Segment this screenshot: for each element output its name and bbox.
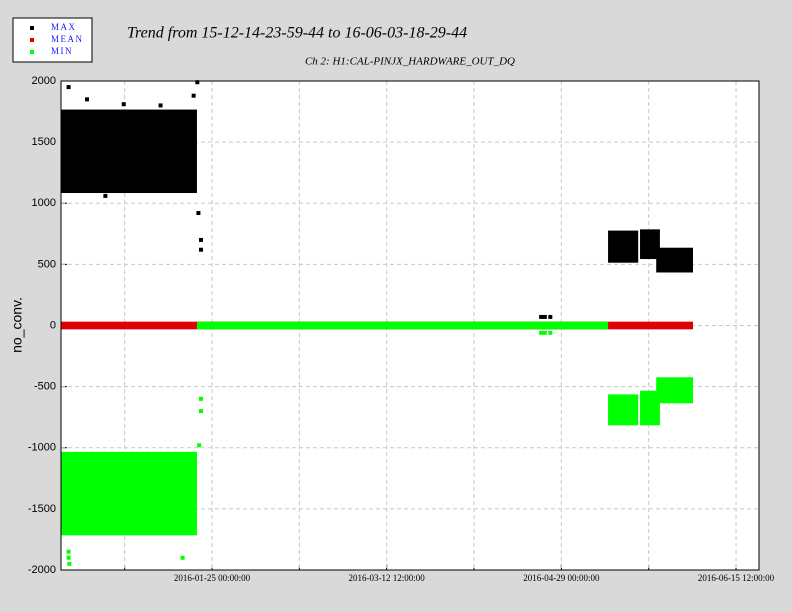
data-point — [195, 80, 200, 85]
data-point — [84, 97, 89, 102]
data-band — [640, 229, 660, 260]
y-tick-label: 1500 — [32, 136, 56, 148]
y-tick-label: 1000 — [32, 197, 56, 209]
y-tick-label: 500 — [38, 258, 56, 270]
data-point — [66, 555, 71, 560]
data-point — [158, 103, 163, 108]
legend-box — [12, 17, 93, 63]
y-axis-label: no_conv. — [9, 297, 25, 353]
data-band — [656, 247, 693, 273]
data-point — [542, 314, 547, 319]
data-point — [103, 193, 108, 198]
y-tick-label: 2000 — [32, 75, 56, 87]
data-band — [656, 377, 693, 404]
legend-marker — [30, 26, 34, 30]
data-point — [198, 247, 203, 252]
plot-border — [60, 80, 760, 571]
y-tick-label: -1500 — [28, 503, 56, 515]
x-tick-label: 2016-01-25 00:00:00 — [174, 573, 251, 583]
x-tick-label: 2016-04-29 00:00:00 — [523, 573, 600, 583]
data-point — [191, 93, 196, 98]
data-point — [197, 443, 202, 448]
chart-title: Trend from 15-12-14-23-59-44 to 16-06-03… — [127, 25, 467, 42]
legend-marker — [30, 38, 34, 42]
data-point — [67, 561, 72, 566]
legend-label: MIN — [51, 46, 73, 56]
data-band — [196, 321, 609, 330]
data-point — [196, 211, 201, 216]
data-point — [66, 85, 71, 90]
x-tick-label: 2016-03-12 12:00:00 — [349, 573, 426, 583]
data-point — [548, 314, 553, 319]
data-band — [61, 109, 197, 194]
data-point — [198, 409, 203, 414]
y-tick-label: -2000 — [28, 564, 56, 576]
data-point — [198, 396, 203, 401]
data-point — [66, 549, 71, 554]
data-point — [548, 330, 553, 335]
chart-subtitle: Ch 2: H1:CAL-PINJX_HARDWARE_OUT_DQ — [305, 56, 515, 68]
data-marks — [61, 80, 693, 566]
legend-label: MAX — [51, 22, 77, 32]
y-tick-label: -1000 — [28, 442, 56, 454]
y-tick-label: 0 — [50, 319, 56, 331]
data-band — [61, 451, 197, 536]
data-point — [121, 102, 126, 107]
data-point — [180, 555, 185, 560]
data-point — [539, 330, 544, 335]
legend-marker — [30, 50, 34, 54]
data-band — [608, 394, 639, 426]
data-point — [542, 330, 547, 335]
x-tick-label: 2016-06-15 12:00:00 — [698, 573, 775, 583]
y-tick-label: -500 — [34, 381, 56, 393]
data-point — [198, 237, 203, 242]
data-band — [608, 230, 639, 263]
data-band — [640, 390, 660, 426]
data-point — [539, 314, 544, 319]
legend-label: MEAN — [51, 34, 84, 44]
